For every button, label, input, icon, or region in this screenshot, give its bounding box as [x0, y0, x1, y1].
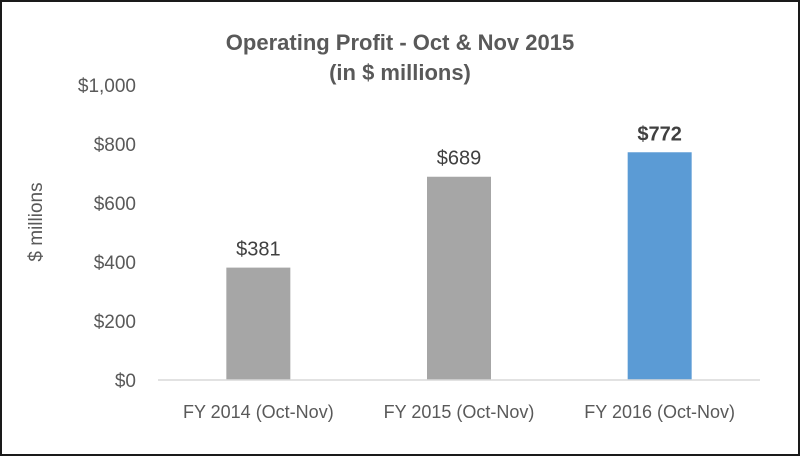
bars: $381 $689 $772 [226, 123, 692, 380]
y-tick-label: $200 [94, 312, 136, 333]
x-axis-tick-labels: FY 2014 (Oct-Nov) FY 2015 (Oct-Nov) FY 201… [183, 402, 735, 422]
chart-subtitle: (in $ millions) [329, 60, 471, 85]
chart-title: Operating Profit - Oct & Nov 2015 [225, 30, 575, 55]
x-tick-label: FY 2015 (Oct-Nov) [384, 402, 535, 422]
x-tick-label: FY 2014 (Oct-Nov) [183, 402, 334, 422]
bar-data-label: $772 [637, 123, 682, 145]
bar-data-label: $689 [437, 148, 482, 170]
y-tick-label: $600 [94, 194, 136, 215]
y-tick-label: $0 [115, 371, 136, 392]
x-tick-label: FY 2016 (Oct-Nov) [584, 402, 735, 422]
y-axis-tick-labels: $0 $200 $400 $600 $800 $1,000 [78, 76, 136, 392]
bar [427, 176, 491, 380]
y-tick-label: $800 [94, 135, 136, 156]
y-tick-label: $1,000 [78, 76, 136, 97]
y-tick-label: $400 [94, 253, 136, 274]
y-axis-label: $ millions [26, 182, 47, 261]
bar [627, 152, 692, 380]
bar-data-label: $381 [236, 239, 281, 261]
bar [226, 267, 291, 380]
